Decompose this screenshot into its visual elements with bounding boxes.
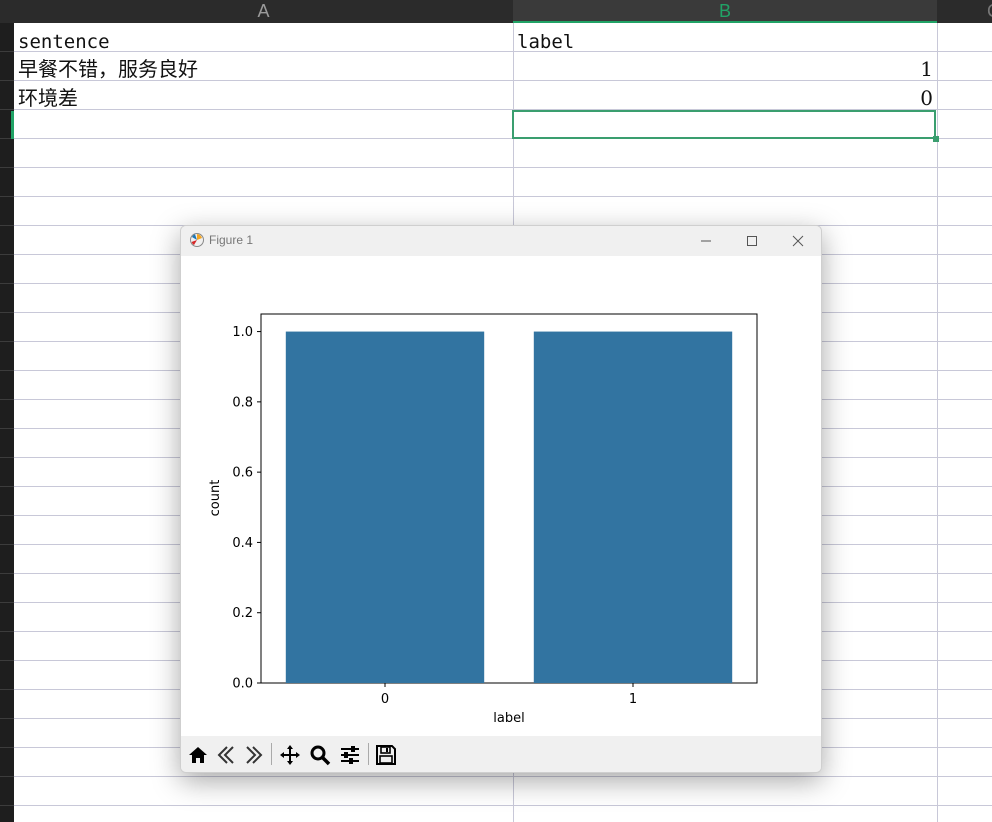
maximize-button[interactable] [737,230,767,252]
cell-b3[interactable]: 0 [920,86,933,110]
bar-1 [533,331,733,683]
maximize-icon [747,236,757,246]
back-icon [217,746,234,764]
row-header-divider [0,660,14,661]
y-tick-label: 1.0 [232,325,253,340]
toolbar-separator [271,743,272,765]
row-gridline [14,167,992,168]
row-header-divider [0,225,14,226]
column-header-c[interactable]: C [937,0,992,23]
row-header-divider [0,51,14,52]
configure-subplots-button[interactable] [337,742,363,768]
cell-a1[interactable]: sentence [18,31,110,53]
zoom-button[interactable] [307,742,333,768]
save-button[interactable] [373,742,399,768]
row-gridline [14,776,992,777]
y-tick-label: 0.4 [232,536,253,551]
row-header-divider [0,196,14,197]
row-header-divider [0,283,14,284]
row-header-divider [0,573,14,574]
row-header-divider [0,515,14,516]
row-gridline [14,109,992,110]
row-gridline [14,138,992,139]
row-gridline [14,196,992,197]
y-tick-label: 0.6 [232,466,253,481]
minimize-button[interactable] [691,230,721,252]
row-header-divider [0,399,14,400]
window-titlebar[interactable]: Figure 1 [181,226,821,256]
row-gridline [14,51,992,52]
row-header-divider [0,80,14,81]
matplotlib-app-icon [189,232,205,252]
pan-icon [280,745,300,765]
cell-a3[interactable]: 环境差 [18,86,78,110]
row-header-divider [0,428,14,429]
row-header-divider [0,138,14,139]
row-header-divider [0,312,14,313]
row-header-divider [0,544,14,545]
cell-a2[interactable]: 早餐不错，服务良好 [18,57,198,81]
row-gridline [14,805,992,806]
window-title: Figure 1 [209,233,254,247]
home-icon [189,747,207,763]
close-icon [792,235,804,247]
row-header-divider [0,747,14,748]
row-header-divider [0,341,14,342]
figure-window[interactable]: Figure 1 0.0 0.2 0.4 0.6 0.8 1.0 0 1 label cou… [180,225,822,773]
bar-0 [285,331,485,683]
home-button[interactable] [185,742,211,768]
row-header-divider [0,486,14,487]
active-row-indicator [11,111,14,139]
cell-b2[interactable]: 1 [920,57,933,81]
figure-canvas[interactable]: 0.0 0.2 0.4 0.6 0.8 1.0 0 1 label count [181,256,821,736]
row-header-divider [0,631,14,632]
row-header-divider [0,602,14,603]
row-header-divider [0,167,14,168]
column-divider [937,23,938,822]
row-header-gutter[interactable] [0,23,14,822]
column-header-b[interactable]: B [513,0,937,23]
fill-handle[interactable] [933,136,939,142]
axes-frame [260,313,758,684]
save-icon [376,745,396,765]
row-gridline [14,80,992,81]
toolbar-separator [368,743,369,765]
select-all-corner[interactable] [0,0,14,23]
row-header-divider [0,718,14,719]
pan-button[interactable] [277,742,303,768]
row-header-divider [0,109,14,110]
y-tick-label: 0.2 [232,606,253,621]
configure-subplots-icon [341,746,359,764]
bar-chart: 0.0 0.2 0.4 0.6 0.8 1.0 0 1 label count [208,313,758,726]
row-header-divider [0,689,14,690]
row-header-divider [0,457,14,458]
x-tick-label: 1 [629,692,637,707]
selected-cell-b4[interactable] [512,110,936,139]
zoom-icon [310,745,331,766]
y-tick-label: 0.0 [232,677,253,692]
close-button[interactable] [783,230,813,252]
minimize-icon [701,240,711,242]
forward-button[interactable] [241,742,267,768]
cell-b1[interactable]: label [517,31,575,53]
row-header-divider [0,370,14,371]
x-tick-label: 0 [381,692,389,707]
forward-icon [246,746,263,764]
navigation-toolbar [181,736,821,772]
y-tick-label: 0.8 [232,395,253,410]
y-axis-label: count [208,480,223,517]
row-header-divider [0,776,14,777]
column-header-a[interactable]: A [14,0,513,23]
x-axis-label: label [493,711,524,726]
row-header-divider [0,254,14,255]
row-header-divider [0,805,14,806]
back-button[interactable] [213,742,239,768]
